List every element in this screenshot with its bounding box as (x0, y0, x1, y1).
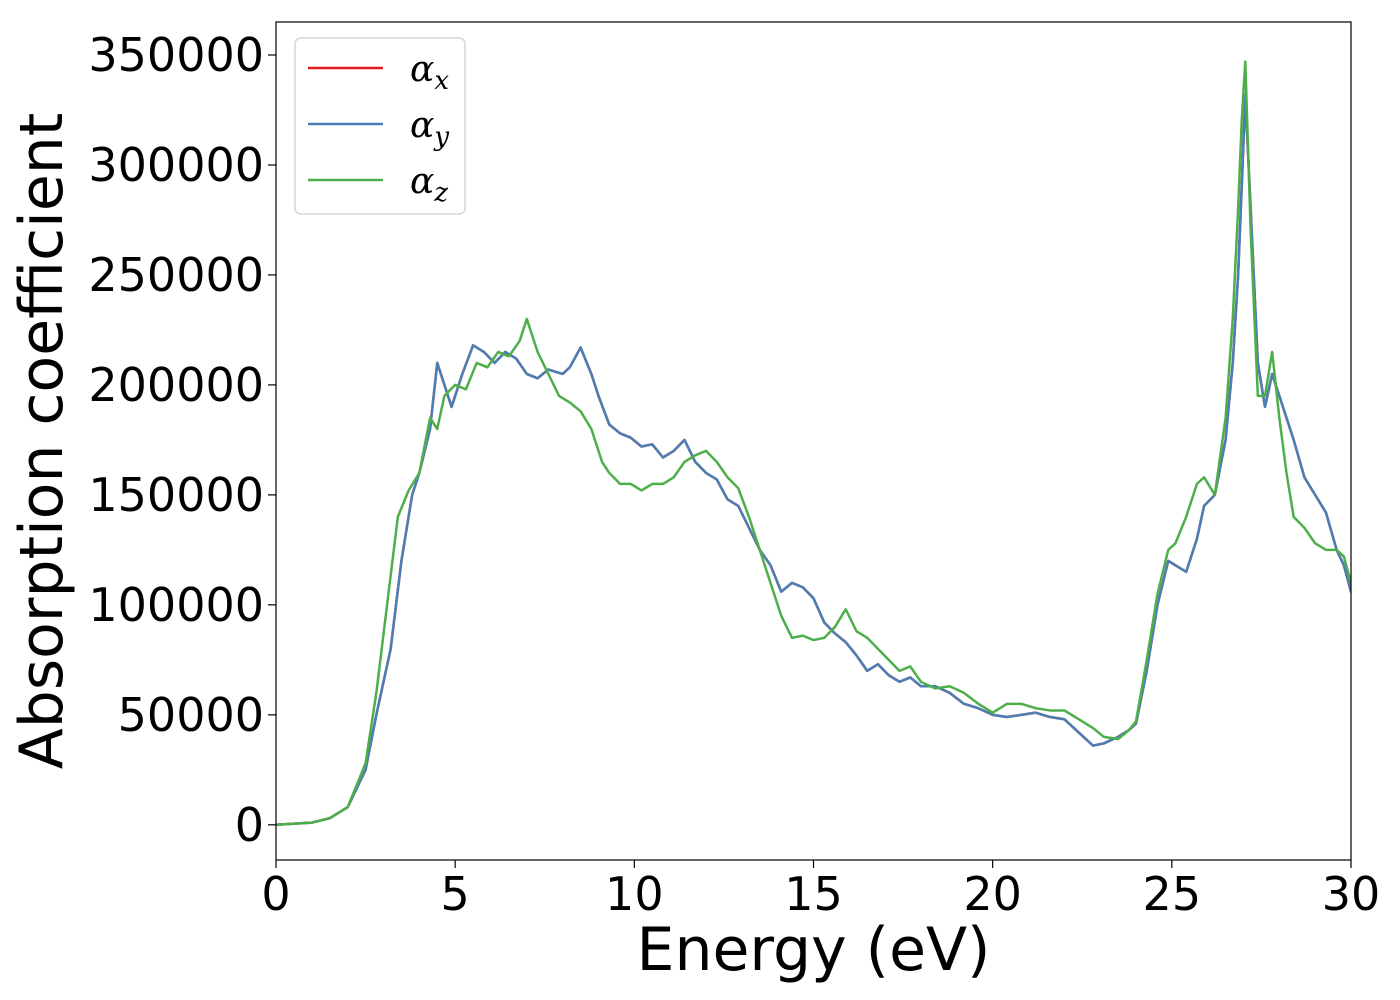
y-tick-label: 50000 (118, 688, 264, 742)
y-axis-title: Absorption coefficient (7, 113, 77, 770)
x-tick-label: 25 (1143, 867, 1202, 921)
x-tick-label: 5 (441, 867, 470, 921)
x-tick-label: 20 (963, 867, 1022, 921)
y-tick-label: 150000 (88, 468, 264, 522)
series-line-z (276, 60, 1351, 827)
y-tick-label: 200000 (88, 358, 264, 412)
y-tick-label: 100000 (88, 578, 264, 632)
legend-label-y: αy (410, 105, 449, 152)
legend: αx αy αz (294, 37, 466, 215)
y-tick-label: 0 (235, 798, 264, 852)
legend-label-x: αx (410, 49, 449, 96)
y-tick-label: 350000 (88, 28, 264, 82)
x-tick-label: 0 (261, 867, 290, 921)
legend-label-z: αz (410, 161, 448, 208)
series-line-y (276, 93, 1351, 827)
x-tick-label: 30 (1322, 867, 1381, 921)
x-tick-label: 10 (605, 867, 664, 921)
y-tick-label: 300000 (88, 138, 264, 192)
y-tick-label: 250000 (88, 248, 264, 302)
x-axis-title: Energy (eV) (637, 915, 991, 985)
series-group (276, 60, 1351, 827)
x-tick-label: 15 (784, 867, 843, 921)
legend-box (294, 37, 466, 215)
